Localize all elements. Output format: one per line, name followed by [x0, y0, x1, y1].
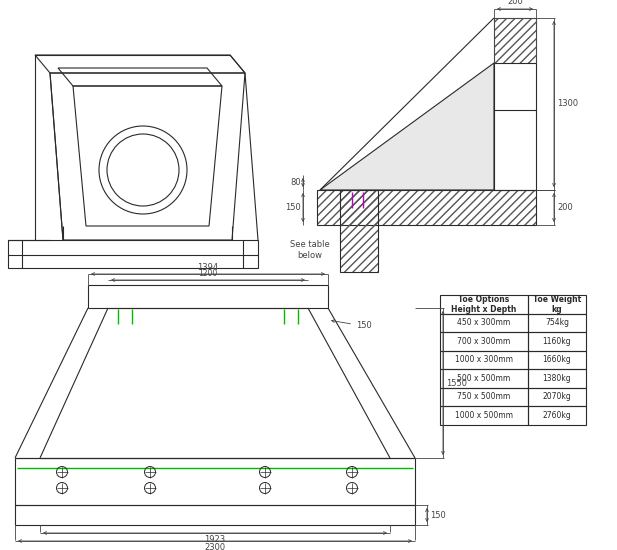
Bar	[440, 295, 528, 313]
Text: 750 x 500mm: 750 x 500mm	[457, 392, 511, 402]
Text: 150: 150	[285, 203, 301, 212]
Bar	[528, 350, 586, 369]
Text: 1160kg: 1160kg	[543, 337, 571, 346]
Text: Toe Weight
kg: Toe Weight kg	[533, 295, 581, 314]
Text: 1000 x 500mm: 1000 x 500mm	[455, 411, 513, 420]
Text: 1380kg: 1380kg	[543, 374, 571, 383]
Text: 150: 150	[332, 320, 372, 331]
Bar	[440, 388, 528, 406]
Text: 754kg: 754kg	[545, 318, 569, 327]
Text: 150: 150	[430, 510, 445, 520]
Text: 700 x 300mm: 700 x 300mm	[457, 337, 511, 346]
Text: Toe Options
Height x Depth: Toe Options Height x Depth	[451, 295, 516, 314]
Text: 1923: 1923	[204, 535, 226, 544]
Bar	[528, 314, 586, 332]
Bar	[528, 332, 586, 350]
Text: See table
below: See table below	[290, 240, 330, 260]
Bar	[440, 332, 528, 350]
Text: 80: 80	[291, 178, 301, 187]
Text: 200: 200	[507, 0, 523, 6]
Bar	[440, 314, 528, 332]
Bar	[528, 388, 586, 406]
Text: 1300: 1300	[557, 100, 578, 108]
Bar	[440, 406, 528, 425]
Bar	[528, 406, 586, 425]
Text: 2760kg: 2760kg	[542, 411, 571, 420]
Text: 1394: 1394	[197, 263, 218, 272]
Text: 200: 200	[557, 203, 573, 212]
Bar	[440, 350, 528, 369]
Text: 450 x 300mm: 450 x 300mm	[457, 318, 511, 327]
Text: 1550: 1550	[446, 378, 467, 388]
Text: 2300: 2300	[204, 543, 226, 550]
Text: 1200: 1200	[199, 269, 218, 278]
Bar	[440, 369, 528, 388]
Bar	[528, 295, 586, 313]
Text: 500 x 500mm: 500 x 500mm	[457, 374, 511, 383]
Polygon shape	[320, 63, 494, 190]
Text: 1660kg: 1660kg	[542, 355, 571, 364]
Bar	[528, 369, 586, 388]
Text: 1000 x 300mm: 1000 x 300mm	[455, 355, 513, 364]
Text: 2070kg: 2070kg	[542, 392, 571, 402]
